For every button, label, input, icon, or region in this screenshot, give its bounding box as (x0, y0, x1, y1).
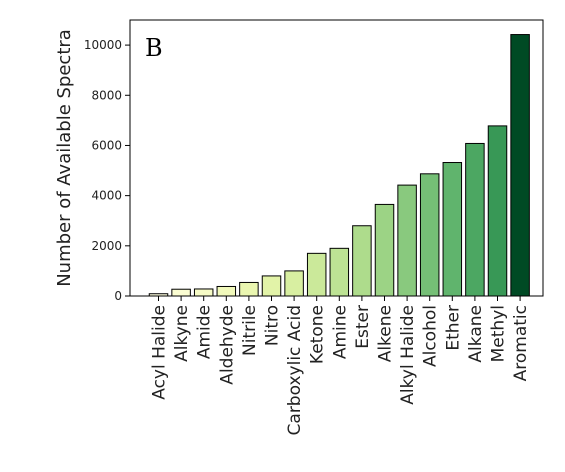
y-axis-ticks: 0 2000 4000 6000 8000 10000 (84, 38, 130, 303)
x-tick-label: Aldehyde (217, 305, 237, 385)
x-tick-label: Ether (443, 305, 463, 351)
y-tick-label: 2000 (91, 239, 122, 253)
bar-aromatic (510, 34, 530, 297)
bar-alkyl-halide (397, 184, 417, 297)
y-tick-label: 10000 (84, 38, 122, 52)
bar-methyl (487, 125, 508, 297)
x-tick-label: Nitrile (240, 305, 260, 356)
x-tick-label: Nitro (263, 305, 283, 346)
x-tick-label: Methyl (489, 305, 509, 362)
x-tick-label: Ester (353, 305, 373, 349)
bar-ester (352, 225, 372, 297)
bar-alkene (374, 203, 395, 297)
x-tick-label: Ketone (308, 305, 328, 364)
bars-group (148, 34, 530, 297)
x-tick-label: Acyl Halide (150, 305, 170, 400)
bar-ether (442, 162, 463, 297)
bar-alcohol (419, 173, 440, 297)
y-tick-label: 0 (114, 289, 122, 303)
x-tick-label: Alkane (466, 305, 486, 363)
y-tick-label: 6000 (91, 138, 122, 152)
x-tick-label: Amine (330, 305, 350, 359)
bar-carboxylic-acid (284, 270, 304, 297)
x-tick-label: Carboxylic Acid (285, 305, 305, 435)
y-tick-label: 8000 (91, 88, 122, 102)
x-axis-ticks: Acyl Halide Alkyne Amide Aldehyde Nitrile Nit… (150, 296, 531, 435)
x-tick-label: Alkyl Halide (398, 305, 418, 405)
panel-label: B (145, 34, 163, 62)
bar-nitro (261, 275, 282, 297)
x-tick-label: Alcohol (421, 305, 441, 367)
y-tick-label: 4000 (91, 189, 122, 203)
bar-aldehyde (216, 285, 237, 297)
bar-nitrile (239, 281, 259, 297)
y-axis-label: Number of Available Spectra (54, 29, 75, 287)
x-tick-label: Alkene (376, 305, 396, 362)
bar-amide (193, 288, 214, 297)
x-tick-label: Amide (195, 305, 215, 359)
plot-frame (129, 19, 544, 297)
bar-alkane (465, 142, 485, 297)
bar-amine (329, 247, 350, 297)
bar-ketone (306, 252, 327, 297)
x-tick-label: Alkyne (172, 305, 192, 362)
x-tick-label: Aromatic (511, 305, 531, 381)
bar-alkyne (171, 288, 191, 297)
